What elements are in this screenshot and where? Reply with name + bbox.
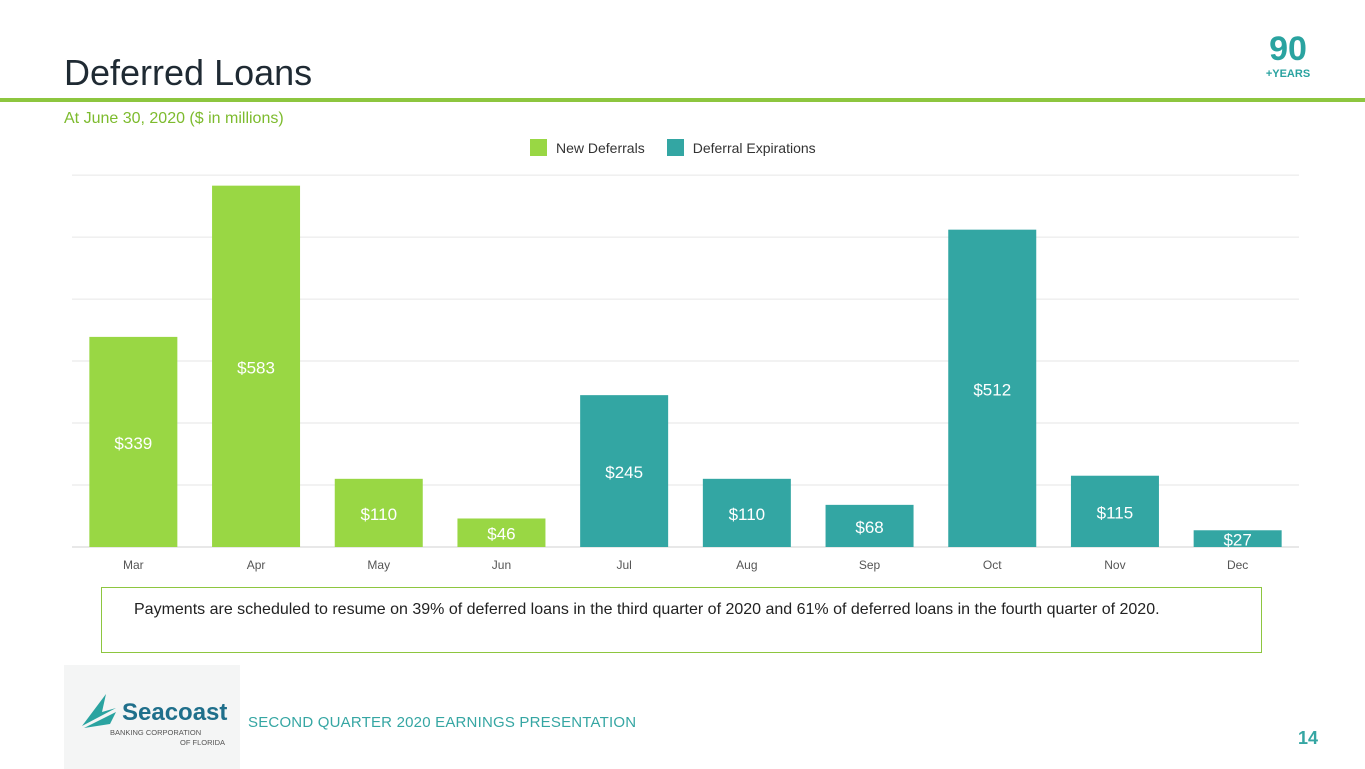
bar-mar	[89, 336, 178, 547]
bar-dec	[1193, 530, 1282, 547]
bar-jun	[457, 518, 546, 547]
x-tick-label: Aug	[736, 558, 757, 572]
anniversary-label: +YEARS	[1266, 68, 1310, 80]
page-title: Deferred Loans	[64, 52, 313, 93]
x-tick-label: Mar	[123, 558, 144, 572]
x-tick-label: Oct	[983, 558, 1002, 572]
x-tick-label: Jul	[616, 558, 631, 572]
x-tick-label: Apr	[247, 558, 266, 572]
chart-legend: New Deferrals Deferral Expirations	[530, 139, 838, 156]
page-number: 14	[1298, 728, 1319, 748]
page-subtitle: At June 30, 2020 ($ in millions)	[64, 110, 284, 127]
data-label-nov: $115	[1097, 503, 1134, 522]
data-label-may: $110	[360, 505, 397, 524]
bar-oct	[948, 229, 1037, 547]
bar-nov	[1070, 475, 1159, 547]
bar-jul	[580, 395, 669, 547]
data-label-aug: $110	[729, 505, 766, 524]
x-tick-label: Jun	[492, 558, 511, 572]
anniversary-number: 90	[1269, 30, 1307, 68]
bar-sep	[825, 504, 914, 547]
footer-text: SECOND QUARTER 2020 EARNINGS PRESENTATIO…	[248, 714, 637, 731]
x-tick-label: Sep	[859, 558, 881, 572]
x-tick-label: May	[367, 558, 390, 572]
deferred-loans-chart: $339 Mar $583 Apr $110 May $46 Jun $245 Jul $110 Au…	[72, 174, 1299, 572]
seacoast-logo: Seacoast BANKING CORPORATION OF FLORIDA	[82, 694, 227, 747]
x-tick-label: Nov	[1104, 558, 1125, 572]
legend-swatch-expire	[666, 139, 684, 156]
bar-apr	[212, 185, 301, 547]
data-label-jul: $245	[605, 463, 643, 482]
x-tick-label: Dec	[1227, 558, 1248, 572]
legend-label-new: New Deferrals	[556, 139, 645, 156]
bar-may	[334, 478, 423, 547]
legend-item-expire: Deferral Expirations	[666, 139, 816, 156]
data-label-jun: $46	[487, 525, 515, 544]
bar-aug	[702, 478, 791, 547]
logo-brand-name: Seacoast	[122, 699, 227, 726]
data-label-mar: $339	[114, 434, 152, 453]
data-label-sep: $68	[855, 518, 883, 537]
data-label-dec: $27	[1223, 531, 1251, 550]
note-box: Payments are scheduled to resume on 39% …	[101, 587, 1262, 653]
legend-swatch-new	[530, 139, 547, 156]
logo-line1: BANKING CORPORATION	[110, 728, 201, 737]
data-label-oct: $512	[973, 380, 1011, 399]
title-divider	[0, 98, 1365, 102]
data-label-apr: $583	[237, 358, 275, 377]
logo-line2: OF FLORIDA	[180, 738, 225, 747]
anniversary-logo: 90 +YEARS	[1266, 30, 1310, 80]
legend-label-expire: Deferral Expirations	[692, 139, 816, 156]
legend-item-new: New Deferrals	[530, 139, 645, 156]
